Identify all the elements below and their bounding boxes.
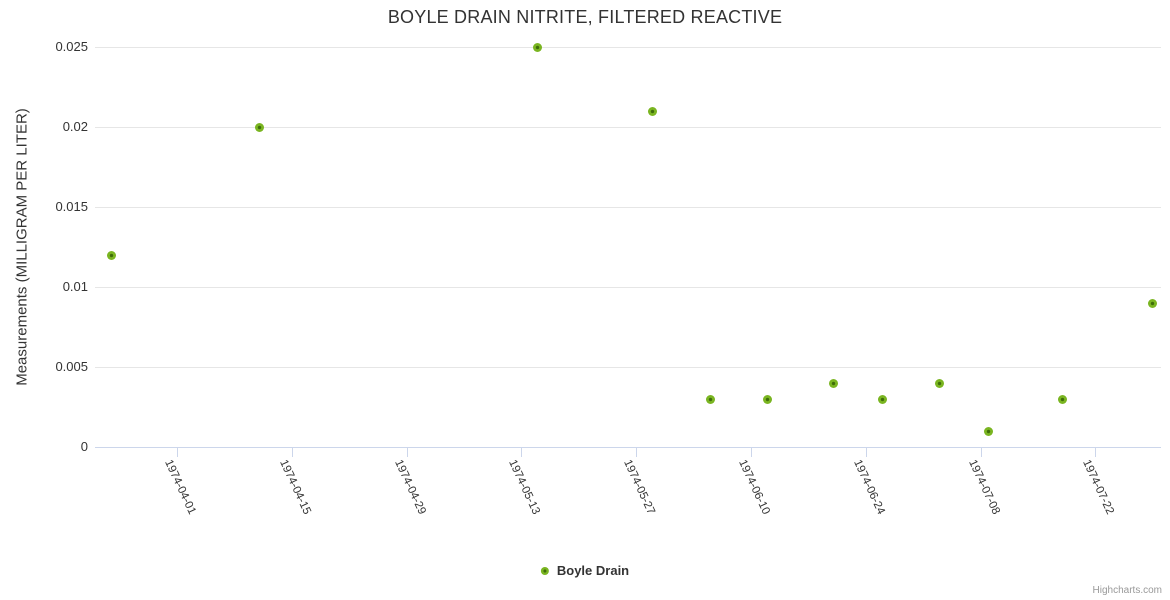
gridline bbox=[95, 287, 1161, 288]
data-point[interactable] bbox=[935, 378, 945, 388]
x-axis-tick bbox=[291, 447, 293, 457]
x-axis-tick bbox=[636, 447, 638, 457]
gridline bbox=[95, 127, 1161, 128]
x-axis-tick bbox=[521, 447, 523, 457]
data-point[interactable] bbox=[705, 394, 715, 404]
x-axis-tick-label: 1974-06-24 bbox=[850, 458, 887, 517]
x-axis-tick-label: 1974-04-15 bbox=[276, 458, 313, 517]
data-point[interactable] bbox=[877, 394, 887, 404]
x-axis-tick-label: 1974-07-08 bbox=[965, 458, 1002, 517]
x-axis-tick-label: 1974-05-13 bbox=[506, 458, 543, 517]
x-axis-tick-label: 1974-07-22 bbox=[1080, 458, 1117, 517]
legend-marker-icon bbox=[540, 566, 549, 575]
x-axis-tick-label: 1974-04-29 bbox=[391, 458, 428, 517]
x-axis-tick bbox=[865, 447, 867, 457]
data-point[interactable] bbox=[984, 426, 994, 436]
x-axis-tick-label: 1974-06-10 bbox=[736, 458, 772, 517]
data-point[interactable] bbox=[1148, 298, 1158, 308]
x-axis-tick bbox=[177, 447, 178, 457]
y-axis-tick-label: 0.02 bbox=[62, 119, 88, 134]
y-axis-title: Measurements (MILLIGRAM PER LITER) bbox=[13, 108, 31, 386]
x-axis-tick bbox=[406, 447, 408, 457]
y-axis-tick-label: 0.025 bbox=[55, 39, 88, 54]
legend-item-boyle-drain[interactable]: Boyle Drain bbox=[540, 563, 630, 578]
x-axis-tick bbox=[980, 447, 982, 457]
x-axis-line bbox=[95, 447, 1161, 448]
x-axis-tick bbox=[1095, 447, 1097, 457]
y-axis-tick-label: 0 bbox=[80, 439, 88, 454]
gridline bbox=[95, 207, 1161, 208]
x-axis-tick-label: 1974-05-27 bbox=[621, 458, 658, 517]
highcharts-credits-link[interactable]: Highcharts.com bbox=[1092, 585, 1162, 596]
y-axis-tick-label: 0.015 bbox=[55, 199, 88, 214]
data-point[interactable] bbox=[828, 378, 838, 388]
y-axis-tick-label: 0.005 bbox=[55, 359, 88, 374]
data-point[interactable] bbox=[1058, 394, 1068, 404]
chart-title: BOYLE DRAIN NITRITE, FILTERED REACTIVE bbox=[387, 7, 783, 27]
y-axis-tick-label: 0.01 bbox=[62, 279, 88, 294]
data-point[interactable] bbox=[254, 122, 264, 132]
gridline bbox=[95, 47, 1161, 48]
gridline bbox=[95, 367, 1161, 368]
data-point[interactable] bbox=[533, 42, 543, 52]
data-point[interactable] bbox=[106, 250, 116, 260]
data-point[interactable] bbox=[648, 106, 658, 116]
legend-series-label: Boyle Drain bbox=[556, 563, 630, 578]
x-axis-tick bbox=[751, 447, 752, 457]
x-axis-tick-label: 1974-04-01 bbox=[162, 458, 198, 517]
data-point[interactable] bbox=[762, 394, 772, 404]
